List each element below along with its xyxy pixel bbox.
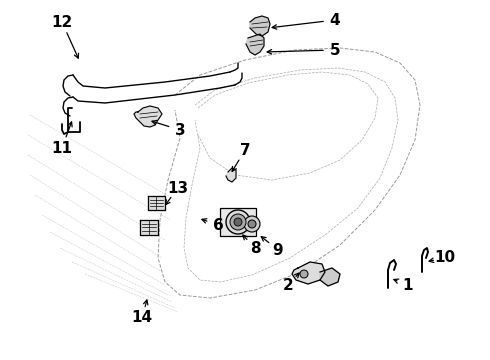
Polygon shape xyxy=(246,34,264,55)
Text: 4: 4 xyxy=(330,13,341,27)
Polygon shape xyxy=(292,262,325,284)
Text: 7: 7 xyxy=(240,143,250,158)
Circle shape xyxy=(234,218,242,226)
Circle shape xyxy=(230,214,246,230)
Text: 5: 5 xyxy=(330,42,341,58)
Polygon shape xyxy=(320,268,340,286)
Text: 1: 1 xyxy=(403,278,413,292)
Polygon shape xyxy=(134,106,162,127)
Text: 14: 14 xyxy=(131,310,152,325)
Text: 3: 3 xyxy=(175,122,185,138)
Text: 10: 10 xyxy=(435,251,456,266)
Text: 11: 11 xyxy=(51,140,73,156)
Text: 13: 13 xyxy=(168,180,189,195)
Text: 2: 2 xyxy=(283,278,294,292)
Circle shape xyxy=(300,270,308,278)
Text: 9: 9 xyxy=(273,243,283,257)
Circle shape xyxy=(244,216,260,232)
Text: 8: 8 xyxy=(250,240,260,256)
Polygon shape xyxy=(148,196,165,210)
Circle shape xyxy=(226,210,250,234)
Bar xyxy=(220,208,256,236)
Circle shape xyxy=(248,220,256,228)
Polygon shape xyxy=(226,168,236,182)
Text: 6: 6 xyxy=(213,217,223,233)
Polygon shape xyxy=(250,16,270,36)
Text: 12: 12 xyxy=(51,14,73,30)
Polygon shape xyxy=(140,220,158,235)
